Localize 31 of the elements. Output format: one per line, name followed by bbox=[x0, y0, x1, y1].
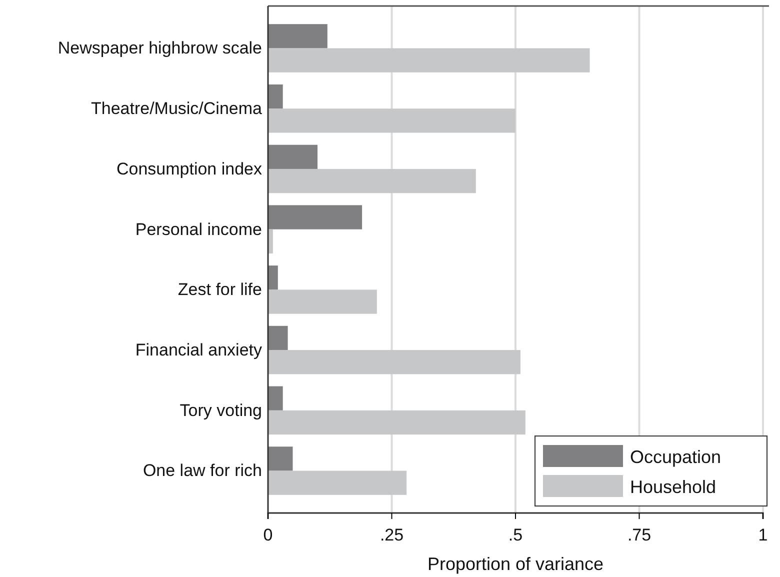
bar bbox=[268, 350, 520, 374]
legend-label: Occupation bbox=[630, 447, 722, 467]
bar bbox=[268, 144, 318, 169]
x-tick-label: .75 bbox=[627, 526, 652, 545]
x-tick-label: .25 bbox=[380, 526, 404, 545]
bar bbox=[268, 24, 328, 48]
y-tick-label: Consumption index bbox=[116, 159, 262, 178]
y-tick-label: Newspaper highbrow scale bbox=[58, 38, 262, 58]
x-tick-label: 1 bbox=[758, 526, 768, 545]
bar bbox=[268, 266, 278, 290]
x-axis-title: Proportion of variance bbox=[427, 554, 604, 574]
bar bbox=[268, 108, 516, 133]
x-tick-label: 0 bbox=[263, 526, 273, 545]
legend-label: Household bbox=[630, 477, 716, 497]
y-tick-label: Personal income bbox=[135, 220, 262, 239]
bar bbox=[268, 446, 293, 471]
bar bbox=[268, 168, 476, 194]
y-tick-label: One law for rich bbox=[142, 461, 262, 480]
y-tick-label: Theatre/Music/Cinema bbox=[90, 99, 263, 118]
bar bbox=[268, 326, 288, 350]
x-tick-label: .5 bbox=[508, 526, 523, 545]
bar bbox=[268, 48, 590, 72]
bar bbox=[268, 290, 377, 314]
bar bbox=[268, 410, 526, 435]
bar bbox=[268, 84, 283, 109]
bar bbox=[268, 205, 362, 230]
bar bbox=[268, 386, 283, 410]
y-tick-label: Tory voting bbox=[180, 400, 262, 420]
y-tick-label: Zest for life bbox=[178, 280, 262, 300]
y-tick-label: Financial anxiety bbox=[135, 340, 262, 360]
bar bbox=[268, 470, 407, 495]
